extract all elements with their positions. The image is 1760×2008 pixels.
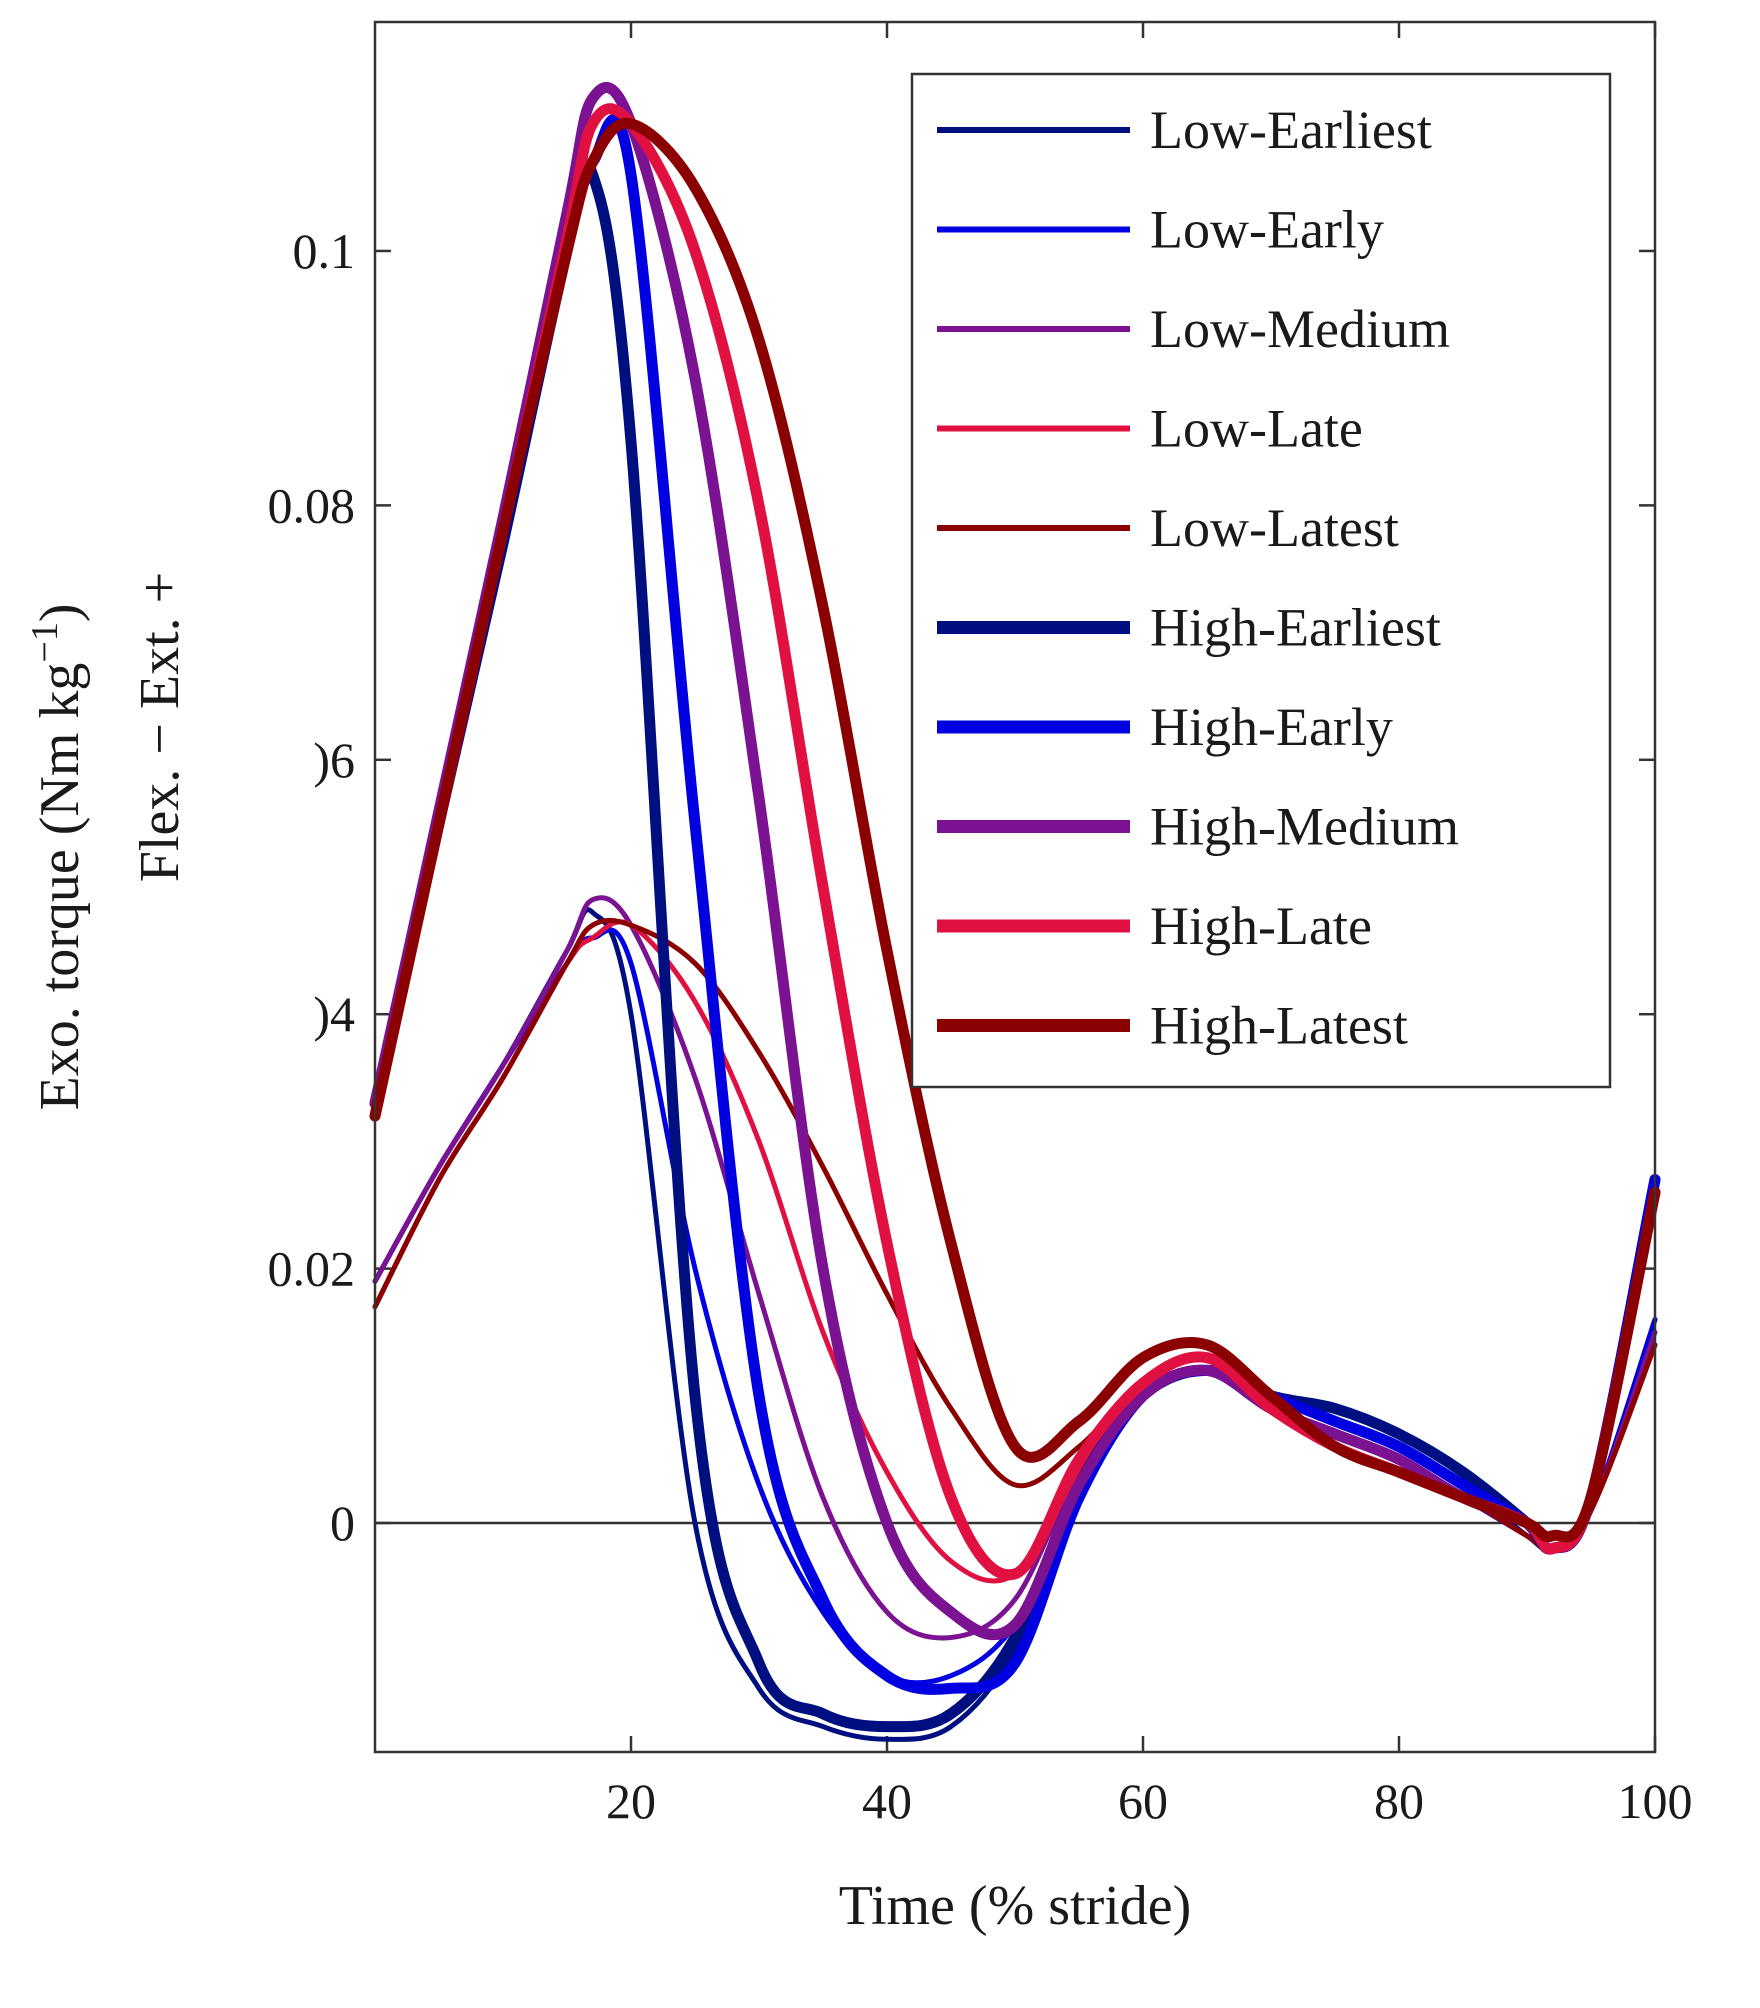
x-tick-label: 40 [862, 1773, 912, 1829]
legend-label-high-early: High-Early [1150, 697, 1393, 757]
series-line-high-latest [369, 117, 1661, 1543]
x-tick-label: 20 [606, 1773, 656, 1829]
plot-frame [373, 20, 1657, 1754]
x-axis-title: Time (% stride) [839, 1875, 1192, 1937]
legend-label-low-latest: Low-Latest [1150, 498, 1399, 558]
legend: Low-Earliest Low-Early Low-Medium Low-Late L… [910, 72, 1612, 1089]
legend-label-low-late: Low-Late [1150, 399, 1363, 459]
y-tick-label: 0 [330, 1495, 355, 1551]
legend-label-low-medium: Low-Medium [1150, 299, 1450, 359]
y-tick-label: 0.08 [268, 477, 356, 533]
legend-label-low-early: Low-Early [1150, 200, 1384, 260]
y-axis-title-exponent: −1 [24, 622, 66, 662]
y-axis-title: Exo. torque (Nm kg−1) Flex. − Ext. + [24, 572, 191, 1111]
y-tick-label: )4 [313, 986, 355, 1042]
x-tick-label: 100 [1618, 1773, 1693, 1829]
legend-label-low-earliest: Low-Earliest [1150, 100, 1432, 160]
y-axis-title-line2: Flex. − Ext. + [129, 572, 191, 883]
y-axis-title-main: Exo. torque (Nm kg [29, 663, 91, 1111]
series-layer [369, 82, 1661, 1742]
y-tick-label: 0.1 [293, 223, 356, 279]
legend-box [910, 72, 1612, 1089]
x-tick-label: 80 [1374, 1773, 1424, 1829]
y-tick-label: )6 [313, 732, 355, 788]
y-axis-title-close: ) [29, 603, 91, 622]
y-axis-title-line1: Exo. torque (Nm kg−1) [24, 603, 91, 1110]
x-tick-label: 60 [1118, 1773, 1168, 1829]
y-tick-label: 0.02 [268, 1241, 356, 1297]
legend-label-high-earliest: High-Earliest [1150, 598, 1441, 658]
legend-label-high-late: High-Late [1150, 896, 1372, 956]
legend-label-high-latest: High-Latest [1150, 996, 1408, 1056]
legend-label-high-medium: High-Medium [1150, 797, 1459, 857]
